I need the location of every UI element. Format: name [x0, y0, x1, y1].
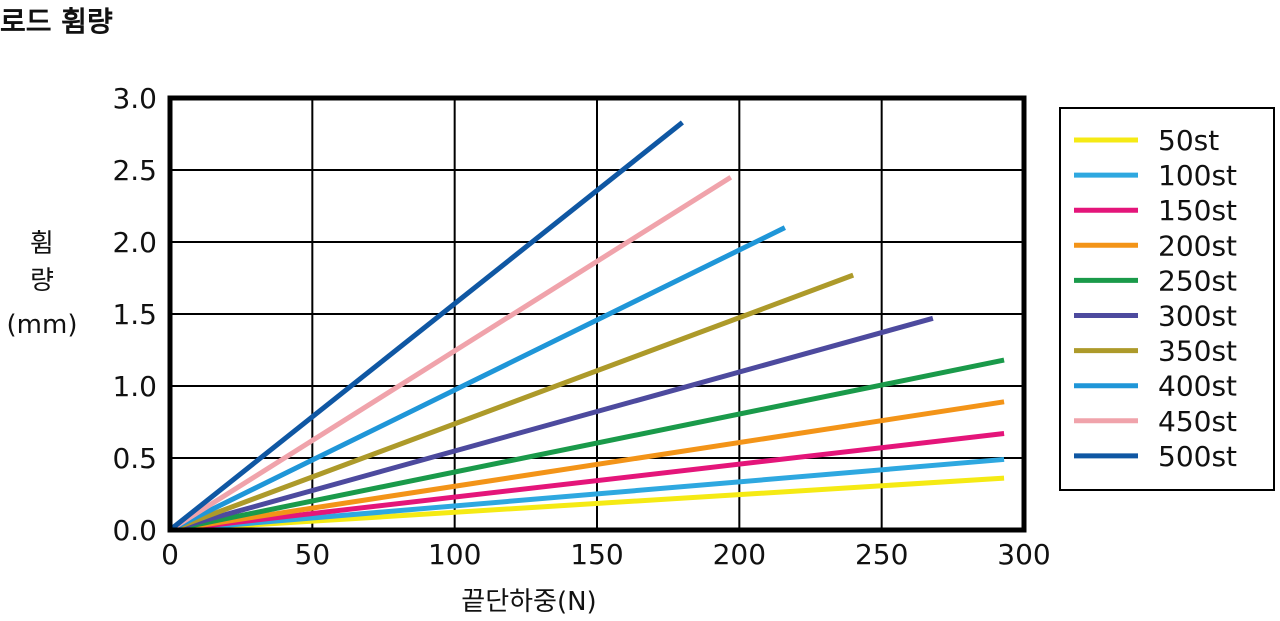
legend-label-500st: 500st	[1158, 440, 1237, 473]
legend-box	[1059, 107, 1275, 491]
legend-label-150st: 150st	[1158, 194, 1237, 227]
series-line-300st	[169, 315, 934, 533]
legend-label-250st: 250st	[1158, 264, 1237, 297]
legend-label-50st: 50st	[1158, 124, 1219, 157]
y-tick-label: 0.0	[112, 514, 157, 547]
y-axis-label-line: 량	[30, 266, 54, 296]
plot-frame	[167, 95, 1027, 533]
legend-label-300st: 300st	[1158, 300, 1237, 333]
series-line-200st	[169, 399, 1005, 533]
y-tick-labels: 0.0 0.5 1.0 1.5 2.0 2.5 3.0	[112, 82, 157, 547]
series-line-100st	[169, 456, 1005, 533]
x-tick-label: 300	[997, 538, 1050, 571]
series-line-350st	[169, 272, 855, 533]
x-tick-label: 0	[161, 538, 179, 571]
y-tick-label: 3.0	[112, 82, 157, 115]
legend-label-350st: 350st	[1158, 335, 1237, 368]
y-tick-label: 1.5	[112, 298, 157, 331]
series-line-150st	[169, 431, 1005, 533]
y-axis-label-line: 휨	[30, 229, 54, 259]
series-lines	[168, 120, 1005, 533]
series-line-450st	[168, 175, 733, 533]
y-axis-label-line: (mm)	[7, 310, 78, 340]
x-axis-label: 끝단하중(N)	[461, 587, 596, 617]
page-title: 로드 휨량	[0, 5, 113, 38]
series-line-250st	[169, 357, 1005, 533]
y-tick-label: 2.0	[112, 226, 157, 259]
x-tick-label: 50	[295, 538, 331, 571]
x-tick-label: 150	[570, 538, 623, 571]
legend-label-200st: 200st	[1158, 229, 1237, 262]
y-tick-label: 0.5	[112, 442, 157, 475]
series-line-500st	[168, 120, 684, 532]
x-tick-label: 250	[855, 538, 908, 571]
series-line-50st	[169, 475, 1005, 533]
x-tick-label: 200	[713, 538, 766, 571]
legend: 50st100st150st200st250st300st350st400st4…	[1074, 124, 1237, 473]
legend-label-100st: 100st	[1158, 159, 1237, 192]
series-line-400st	[168, 225, 786, 533]
y-axis-label: 휨량 (mm)	[7, 229, 78, 340]
y-tick-label: 1.0	[112, 370, 157, 403]
y-tick-label: 2.5	[112, 154, 157, 187]
x-tick-labels: 0 50 100 150 200 250 300	[161, 538, 1051, 571]
x-tick-label: 100	[428, 538, 481, 571]
legend-label-400st: 400st	[1158, 370, 1237, 403]
legend-label-450st: 450st	[1158, 405, 1237, 438]
